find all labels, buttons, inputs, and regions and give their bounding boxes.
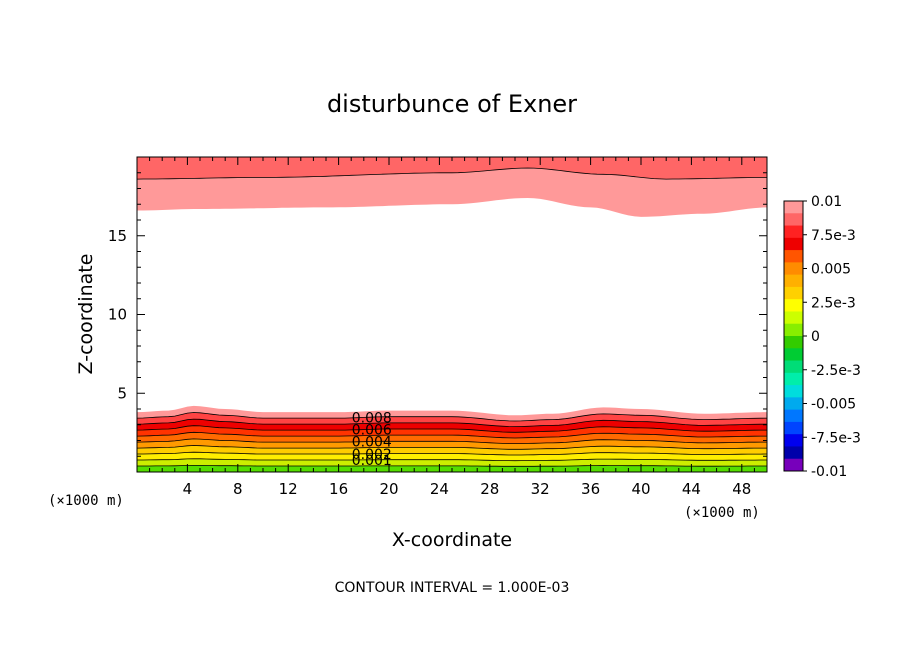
x-tick-label: 40 [631,480,650,498]
x-tick-label: 32 [531,480,550,498]
y-tick-label: 15 [108,227,127,245]
colorbar-label: -0.01 [811,464,847,480]
colorbar-swatch [784,250,803,263]
contour-label: 0.001 [352,453,392,469]
x-tick-label: 36 [581,480,600,498]
colorbar-label: 2.5e-3 [811,295,856,311]
bottom-contour-line-0.005 [136,431,767,439]
colorbar-label: -7.5e-3 [811,430,861,446]
contour-label: 0.004 [352,435,392,451]
contour-interval-footer: CONTOUR INTERVAL = 1.000E-03 [335,580,570,596]
colorbar-swatch [784,225,803,239]
x-tick-label: 4 [183,480,193,498]
contour-label: 0.002 [352,447,392,463]
contour-label: 0.006 [352,423,392,439]
colorbar-swatch [784,201,803,214]
bottom-contour-line-0.003 [136,445,767,450]
colorbar-swatch [784,458,803,472]
colorbar-label: 7.5e-3 [811,228,856,244]
bottom-contour-line-0.007 [136,418,768,428]
colorbar-swatch [784,311,803,325]
colorbar-swatch [784,237,803,251]
bottom-contour-line-0.006 [136,425,767,433]
x-tick-label: 24 [430,480,449,498]
colorbar-swatch [784,372,803,386]
colorbar-swatch [784,360,803,374]
chart-title: disturbunce of Exner [327,90,577,118]
colorbar-swatch [784,262,803,276]
colorbar-swatch [784,299,803,312]
colorbar-label: 0.01 [811,194,842,210]
bottom-contour-line-0.008 [136,412,768,422]
colorbar-label: 0 [811,329,820,345]
bottom-contour-line-0.004 [136,438,767,444]
colorbar-swatch [784,397,803,411]
x-unit-label-right: (×1000 m) [684,505,760,521]
axis-ticks [137,157,767,472]
y-tick-labels: 5 10 15 [108,227,127,403]
bottom-contour-line-0.001 [137,458,767,462]
contour-label: 0.008 [352,410,392,426]
colorbar-swatch [784,213,803,227]
colorbar-label: -0.005 [811,397,856,413]
colorbar-label: 0.005 [811,262,851,278]
colorbar-swatch [784,385,803,398]
x-tick-label: 20 [379,480,398,498]
x-tick-label: 8 [233,480,243,498]
x-tick-label: 48 [732,480,751,498]
colorbar: 0.01 7.5e-3 0.005 2.5e-3 0 -2.5e-3 -0.005 -7.5e… [783,194,861,480]
x-tick-label: 12 [279,480,298,498]
colorbar-swatch [784,286,803,300]
colorbar-swatch [784,446,803,460]
y-tick-label: 5 [117,384,127,402]
contour-lines [136,167,768,467]
colorbar-swatch [784,421,803,435]
colorbar-labels: 0.01 7.5e-3 0.005 2.5e-3 0 -2.5e-3 -0.005 -7.5e… [803,194,861,480]
bottom-contour-line-0 [137,465,767,467]
x-tick-labels: 4 8 12 16 20 24 28 32 36 40 44 48 [183,480,752,498]
colorbar-swatch [784,434,803,447]
x-tick-label: 44 [682,480,701,498]
top-fill-level-0.01 [137,157,767,180]
x-tick-label: 16 [329,480,348,498]
colorbar-swatch [784,323,803,337]
colorbar-swatch [784,348,803,362]
colorbar-label: -2.5e-3 [811,363,861,379]
colorbar-swatch [784,336,803,349]
top-contour-line [136,167,767,180]
y-tick-label: 10 [108,306,127,324]
x-tick-label: 28 [480,480,499,498]
y-axis-label: Z-coordinate [75,254,97,375]
x-unit-label-left: (×1000 m) [48,493,124,509]
bottom-contour-line-0.002 [137,451,768,456]
colorbar-swatch [784,409,803,423]
colorbar-swatch [784,274,803,288]
x-axis-label: X-coordinate [392,529,512,551]
